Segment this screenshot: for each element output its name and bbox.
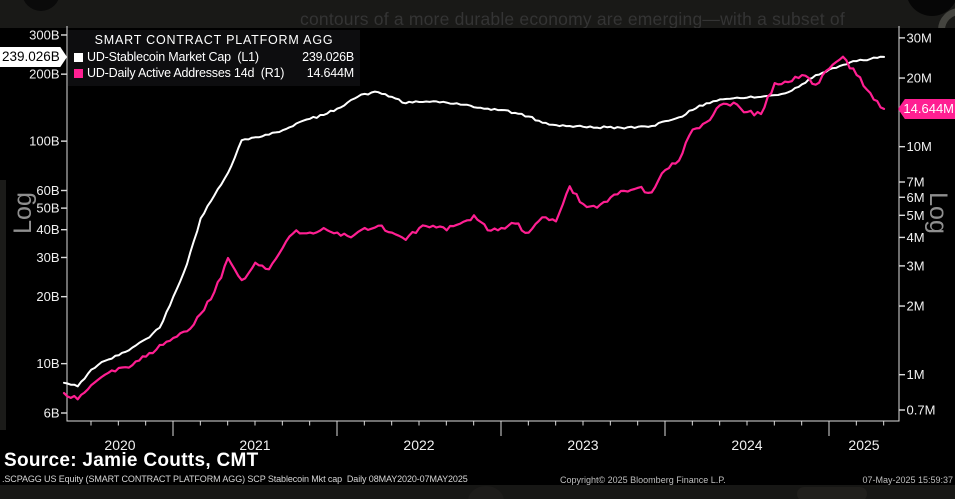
left-axis-tick-label: 30B (36, 250, 59, 265)
right-axis-tick-label: 30M (907, 30, 932, 45)
left-edge-strip (0, 180, 6, 430)
copyright-text: Copyright© 2025 Bloomberg Finance L.P. (560, 475, 726, 485)
right-axis-tick-label: 20M (907, 71, 932, 86)
right-axis-tick-label: 5M (907, 208, 925, 223)
legend-value: 14.644M (306, 66, 354, 80)
left-axis-tick-label: 300B (29, 27, 59, 42)
page-background-strip (0, 0, 955, 52)
right-axis-tick-label: 0.7M (907, 403, 936, 418)
x-axis-year-label: 2022 (403, 437, 434, 453)
left-axis-scale-label: Log (9, 192, 37, 234)
right-axis-tick-label: 4M (907, 230, 925, 245)
x-axis-year-label: 2021 (239, 437, 270, 453)
stablecoin-series-swatch (74, 52, 83, 62)
ticker-description-text: .SCPAGG US Equity (SMART CONTRACT PLATFO… (2, 474, 468, 484)
left-axis-current-value-label: 239.026B (0, 47, 67, 67)
left-axis-tick-label: 200B (29, 67, 59, 82)
left-axis-tick-label: 50B (36, 201, 59, 216)
left-axis-tick-label: 6B (44, 406, 60, 421)
chart-legend: SMART CONTRACT PLATFORM AGG UD-Stablecoi… (68, 30, 360, 86)
background-pill (797, 487, 867, 499)
right-axis-current-value-label: 14.644M (898, 99, 955, 119)
daily-active-addresses-line (62, 55, 886, 401)
source-attribution: Source: Jamie Coutts, CMT (4, 450, 259, 471)
right-axis-tick-label: 1M (907, 367, 925, 382)
legend-value: 239.026B (302, 50, 354, 64)
left-axis-tick-label: 40B (36, 222, 59, 237)
right-axis-scale-label: Log (924, 192, 952, 234)
x-axis-year-label: 2024 (731, 437, 762, 453)
right-axis-tick-label: 10M (907, 139, 932, 154)
right-axis-tick-label: 7M (907, 175, 925, 190)
chart-title: SMART CONTRACT PLATFORM AGG (94, 33, 334, 47)
right-axis-tick-label: 3M (907, 258, 925, 273)
legend-row-active-addresses: UD-Daily Active Addresses 14d (R1) 14.64… (74, 65, 354, 81)
page-caption-text: contours of a more durable economy are e… (300, 9, 845, 29)
legend-row-stablecoin: UD-Stablecoin Market Cap (L1) 239.026B (74, 49, 354, 65)
legend-label: UD-Stablecoin Market Cap (L1) (87, 50, 259, 64)
x-axis-year-label: 2020 (104, 437, 135, 453)
right-axis-tick-label: 2M (907, 299, 925, 314)
stablecoin-market-cap-line (63, 55, 885, 388)
x-axis-year-label: 2025 (848, 437, 879, 453)
right-axis-tick-label: 6M (907, 190, 925, 205)
legend-label: UD-Daily Active Addresses 14d (R1) (87, 66, 285, 80)
chart-background (0, 28, 955, 485)
x-axis-year-label: 2023 (567, 437, 598, 453)
left-axis-tick-label: 10B (36, 356, 59, 371)
avatar-arc (22, 0, 60, 11)
left-axis-tick-label: 20B (36, 289, 59, 304)
left-axis-tick-label: 100B (29, 134, 59, 149)
background-blob (468, 486, 504, 499)
corner-circle (906, 0, 955, 16)
left-axis-tick-label: 60B (36, 183, 59, 198)
axis-frame (66, 26, 900, 422)
timestamp-text: 07-May-2025 15:59:37 (862, 475, 953, 485)
active-addresses-series-swatch (74, 68, 83, 78)
